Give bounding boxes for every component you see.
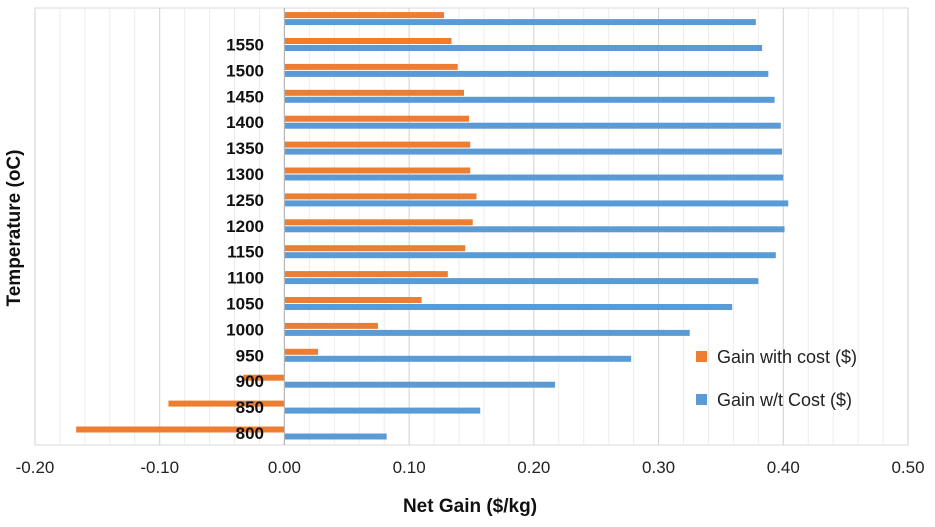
bar-gain-without-cost-900 bbox=[284, 381, 556, 388]
x-tick-label: 0.40 bbox=[767, 458, 800, 477]
y-tick-label: 850 bbox=[236, 398, 264, 417]
bar-gain-without-cost-1150 bbox=[284, 252, 776, 259]
bar-gain-without-cost-1550 bbox=[284, 45, 763, 51]
y-tick-label: 1450 bbox=[226, 87, 264, 106]
bar-gain-with-cost-1000 bbox=[284, 322, 378, 329]
legend-label-gain-with-cost: Gain with cost ($) bbox=[717, 347, 857, 367]
legend: Gain with cost ($) Gain w/t Cost ($) bbox=[696, 347, 857, 410]
bars bbox=[76, 12, 789, 440]
bar-gain-with-cost-1350 bbox=[284, 141, 471, 148]
y-tick-label: 950 bbox=[236, 346, 264, 365]
bar-gain-with-cost-1250 bbox=[284, 193, 477, 200]
bar-gain-without-cost-1000 bbox=[284, 329, 690, 336]
legend-swatch-gain-with-cost bbox=[696, 351, 707, 362]
bar-gain-without-cost-1500 bbox=[284, 70, 769, 77]
y-tick-label: 1050 bbox=[226, 295, 264, 314]
bar-gain-without-cost-800 bbox=[284, 433, 387, 440]
bar-gain-with-cost-1400 bbox=[284, 115, 470, 122]
y-tick-label: 1250 bbox=[226, 191, 264, 210]
x-tick-label: -0.10 bbox=[140, 458, 179, 477]
y-tick-label: 800 bbox=[236, 424, 264, 443]
bar-gain-with-cost-1100 bbox=[284, 271, 448, 278]
y-tick-label: 1000 bbox=[226, 320, 264, 339]
x-tick-label: 0.50 bbox=[891, 458, 924, 477]
y-tick-label: 1350 bbox=[226, 139, 264, 158]
bar-gain-with-cost-1200 bbox=[284, 219, 473, 226]
x-tick-labels: -0.20 -0.10 0.00 0.10 0.20 0.30 0.40 0.50 bbox=[16, 458, 925, 477]
y-tick-label: 1300 bbox=[226, 165, 264, 184]
bar-gain-without-cost-top bbox=[284, 19, 756, 26]
legend-swatch-gain-without-cost bbox=[696, 394, 707, 405]
bar-gain-with-cost-1550 bbox=[284, 38, 452, 44]
x-tick-label: 0.20 bbox=[517, 458, 550, 477]
bar-gain-with-cost-1450 bbox=[284, 89, 465, 96]
x-tick-label: 0.10 bbox=[393, 458, 426, 477]
bar-gain-without-cost-950 bbox=[284, 355, 632, 362]
bar-gain-without-cost-1400 bbox=[284, 122, 781, 129]
bar-gain-with-cost-950 bbox=[284, 348, 319, 355]
bar-gain-with-cost-800 bbox=[76, 426, 285, 433]
bar-gain-with-cost-900 bbox=[243, 374, 285, 381]
y-tick-label: 1500 bbox=[226, 61, 264, 80]
y-tick-label: 900 bbox=[236, 372, 264, 391]
y-tick-label: 1550 bbox=[226, 36, 264, 55]
y-axis-title: Temperature (oC) bbox=[4, 150, 25, 307]
bar-gain-with-cost-1150 bbox=[284, 245, 466, 252]
bar-gain-without-cost-1050 bbox=[284, 304, 733, 310]
bar-gain-with-cost-1500 bbox=[284, 63, 458, 70]
x-tick-label: 0.30 bbox=[642, 458, 675, 477]
bar-gain-with-cost-1050 bbox=[284, 297, 422, 303]
y-tick-label: 1150 bbox=[227, 243, 264, 262]
bar-gain-without-cost-850 bbox=[284, 407, 481, 414]
y-tick-label: 1400 bbox=[226, 113, 264, 132]
x-axis-title: Net Gain ($/kg) bbox=[403, 496, 537, 517]
y-tick-labels: 800 850 900 950 1000 1050 1100 1150 1200 1250 1300… bbox=[226, 36, 264, 444]
bar-gain-without-cost-1450 bbox=[284, 96, 775, 103]
bar-gain-without-cost-1100 bbox=[284, 278, 759, 285]
bar-gain-without-cost-1200 bbox=[284, 226, 785, 233]
bar-gain-with-cost-1300 bbox=[284, 167, 471, 174]
bar-gain-with-cost-850 bbox=[168, 400, 285, 407]
bar-gain-with-cost-top bbox=[284, 12, 445, 19]
x-tick-label: 0.00 bbox=[268, 458, 301, 477]
y-tick-label: 1200 bbox=[226, 217, 264, 236]
legend-label-gain-without-cost: Gain w/t Cost ($) bbox=[717, 390, 852, 410]
y-tick-label: 1100 bbox=[227, 269, 264, 288]
bar-gain-without-cost-1350 bbox=[284, 148, 783, 155]
x-tick-label: -0.20 bbox=[16, 458, 55, 477]
bar-gain-without-cost-1300 bbox=[284, 174, 784, 181]
bar-gain-without-cost-1250 bbox=[284, 200, 789, 207]
